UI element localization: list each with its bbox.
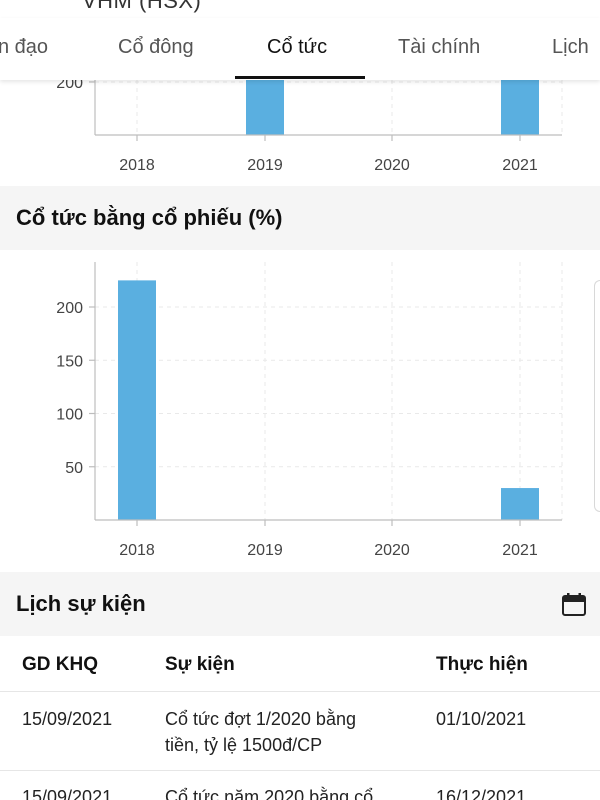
- tab-calendar[interactable]: Lịch: [552, 36, 589, 58]
- row-event-line2: tiền, tỷ lệ 1500đ/CP: [165, 735, 323, 755]
- row-event-line1: Cổ tức đợt 1/2020 bằng: [165, 709, 356, 729]
- y-tick-label: 150: [56, 353, 83, 370]
- stock-dividend-header: Cổ tức bằng cổ phiếu (%): [0, 186, 600, 250]
- y-tick-label: 50: [65, 460, 83, 477]
- stock-dividend-chart: 50 100 150 200 2018 2019 2020 2021: [0, 250, 600, 572]
- bar-2021: [501, 80, 539, 135]
- x-tick-label: 2021: [502, 157, 538, 174]
- row-ex-date: 15/09/2021: [22, 709, 113, 729]
- row-event-line1: Cổ tức năm 2020 bằng cổ: [165, 787, 374, 800]
- x-tick-label: 2019: [247, 157, 283, 174]
- tab-leadership[interactable]: n đạo: [0, 36, 49, 58]
- stock-dividend-chart-svg: 50 100 150 200 2018 2019 2020 2021: [56, 262, 563, 559]
- x-tick-label: 2018: [119, 542, 155, 559]
- bar-2021: [501, 488, 539, 520]
- x-tick-label: 2018: [119, 157, 155, 174]
- events-header: Lịch sự kiện: [0, 572, 600, 636]
- row-ex-date: 15/09/2021: [22, 787, 113, 800]
- cash-dividend-chart: 200 2018 2019 2020 2021: [0, 80, 600, 186]
- tab-shareholders[interactable]: Cổ đông: [118, 36, 194, 58]
- header-divider: [0, 691, 600, 692]
- y-tick-label: 200: [56, 300, 83, 317]
- tab-finance[interactable]: Tài chính: [398, 36, 481, 58]
- stock-title: VHM (HSX): [82, 0, 202, 13]
- col-header-ex-date: GD KHQ: [22, 654, 98, 675]
- col-header-event: Sự kiện: [165, 654, 235, 675]
- row-divider: [0, 770, 600, 771]
- row-exec-date: 16/12/2021: [436, 787, 527, 800]
- y-tick-label: 200: [56, 80, 83, 92]
- bar-2018: [118, 280, 156, 520]
- row-exec-date: 01/10/2021: [436, 709, 527, 729]
- app-header: VHM (HSX): [0, 0, 600, 18]
- x-tick-label: 2020: [374, 157, 410, 174]
- chart-scroll-handle[interactable]: [594, 280, 600, 512]
- y-tick-label: 100: [56, 407, 83, 424]
- active-tab-indicator: [235, 76, 365, 79]
- x-tick-label: 2019: [247, 542, 283, 559]
- col-header-exec-date: Thực hiện: [436, 654, 528, 675]
- cash-dividend-chart-svg: 200 2018 2019 2020 2021: [56, 80, 563, 174]
- events-title: Lịch sự kiện: [16, 591, 146, 616]
- bar-2019: [246, 80, 284, 135]
- calendar-icon[interactable]: [561, 592, 587, 618]
- x-tick-label: 2020: [374, 542, 410, 559]
- x-tick-label: 2021: [502, 542, 538, 559]
- tab-bar: n đạo Cổ đông Cổ tức Tài chính Lịch: [0, 18, 600, 80]
- stock-dividend-title: Cổ tức bằng cổ phiếu (%): [16, 205, 283, 230]
- tab-dividends[interactable]: Cổ tức: [267, 36, 328, 58]
